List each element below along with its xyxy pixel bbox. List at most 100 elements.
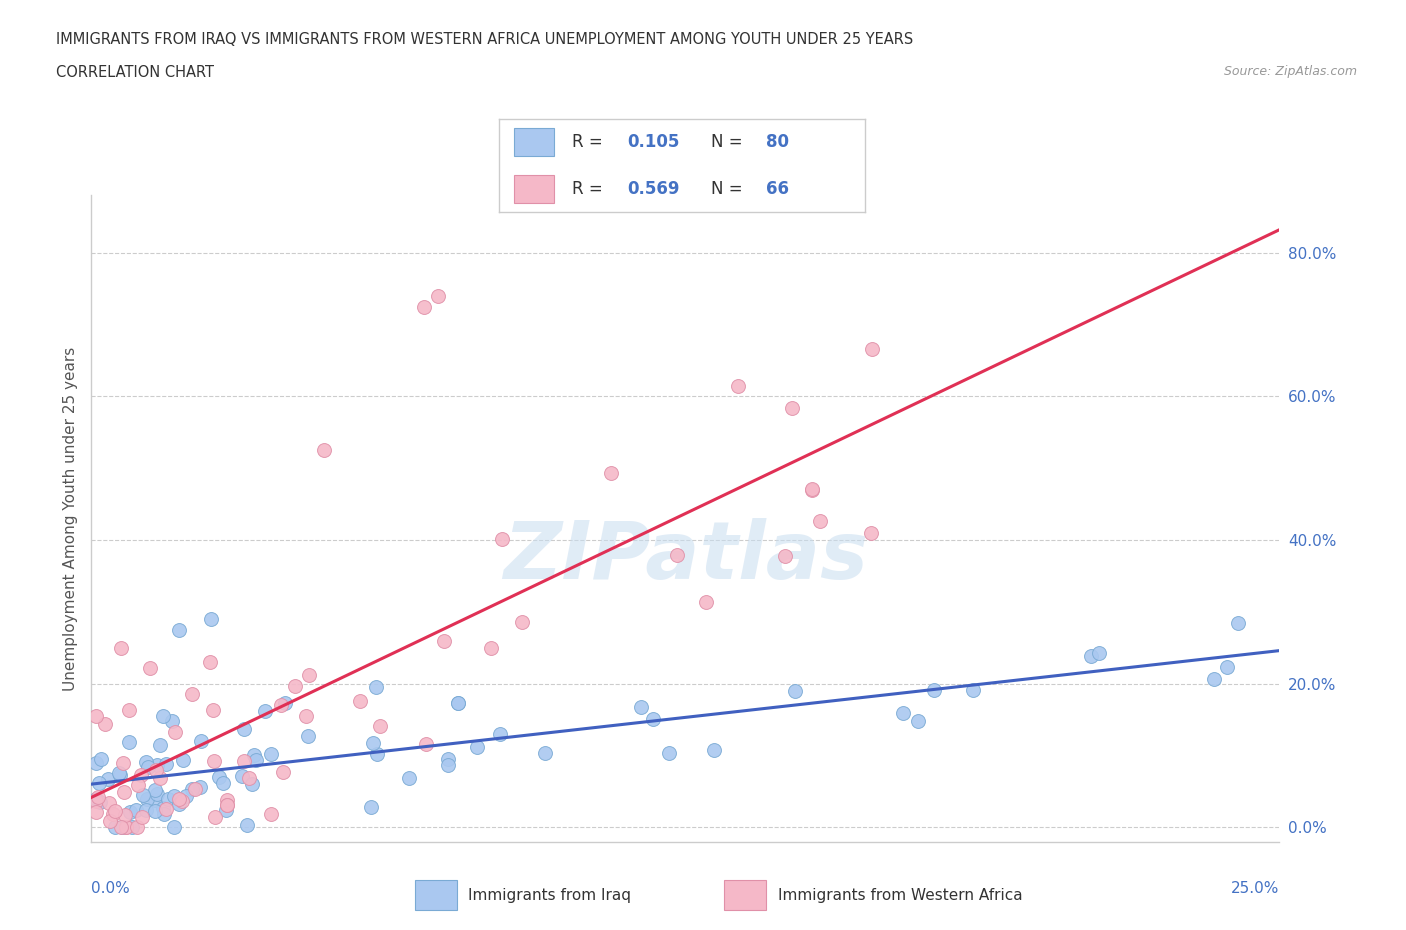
Point <box>84 791 107 806</box>
Point <box>510 615 533 630</box>
Point <box>860 341 883 356</box>
Text: R =: R = <box>572 179 609 198</box>
FancyBboxPatch shape <box>415 880 457 910</box>
Point <box>157 791 180 806</box>
Point <box>155 801 177 816</box>
Point <box>465 739 488 754</box>
Text: Immigrants from Iraq: Immigrants from Iraq <box>468 887 631 903</box>
Text: R =: R = <box>572 133 609 152</box>
Text: 0.0%: 0.0% <box>91 881 131 897</box>
Point <box>131 768 153 783</box>
Point <box>922 682 945 697</box>
Point <box>163 819 186 834</box>
Point <box>107 766 129 781</box>
Point <box>782 401 804 416</box>
Point <box>641 712 664 727</box>
Point <box>115 819 138 834</box>
Point <box>90 752 112 767</box>
FancyBboxPatch shape <box>724 880 766 910</box>
Point <box>190 779 212 794</box>
Point <box>127 777 149 792</box>
Point <box>488 727 510 742</box>
Point <box>181 687 204 702</box>
Point <box>163 788 186 803</box>
Point <box>169 622 191 637</box>
FancyBboxPatch shape <box>513 128 554 156</box>
Point <box>427 288 450 303</box>
Point <box>163 724 186 739</box>
Text: N =: N = <box>711 133 748 152</box>
Point <box>112 785 135 800</box>
Point <box>127 819 149 834</box>
Point <box>297 728 319 743</box>
Point <box>145 763 167 777</box>
Point <box>143 792 166 807</box>
Point <box>135 754 157 769</box>
Point <box>274 696 297 711</box>
Point <box>233 722 256 737</box>
Point <box>190 734 212 749</box>
Point <box>104 804 127 818</box>
Point <box>87 790 110 804</box>
Point <box>138 759 160 774</box>
Point <box>84 755 107 770</box>
Point <box>284 679 307 694</box>
Point <box>231 768 253 783</box>
Text: 25.0%: 25.0% <box>1232 881 1279 897</box>
Point <box>108 767 131 782</box>
Point <box>366 680 388 695</box>
Point <box>114 819 136 834</box>
Point <box>962 682 984 697</box>
Point <box>111 819 134 834</box>
Text: 0.569: 0.569 <box>627 179 679 198</box>
Text: CORRELATION CHART: CORRELATION CHART <box>56 65 214 80</box>
Point <box>270 698 292 712</box>
Point <box>1226 616 1249 631</box>
Point <box>211 776 233 790</box>
Point <box>200 612 222 627</box>
Point <box>153 807 176 822</box>
Point <box>84 709 107 724</box>
Text: ZIPatlas: ZIPatlas <box>503 518 868 596</box>
Point <box>360 799 382 814</box>
Point <box>118 804 141 819</box>
Point <box>260 747 283 762</box>
Point <box>1215 659 1237 674</box>
Text: IMMIGRANTS FROM IRAQ VS IMMIGRANTS FROM WESTERN AFRICA UNEMPLOYMENT AMONG YOUTH : IMMIGRANTS FROM IRAQ VS IMMIGRANTS FROM … <box>56 32 914 46</box>
Point <box>152 801 174 816</box>
Point <box>398 770 420 785</box>
FancyBboxPatch shape <box>513 175 554 203</box>
Text: Source: ZipAtlas.com: Source: ZipAtlas.com <box>1223 65 1357 78</box>
Point <box>172 752 194 767</box>
Point <box>808 513 831 528</box>
Point <box>89 795 111 810</box>
Point <box>727 379 749 393</box>
Point <box>891 706 914 721</box>
Point <box>152 709 174 724</box>
Point <box>236 817 259 832</box>
Point <box>479 641 502 656</box>
Point <box>112 756 135 771</box>
Point <box>121 819 143 834</box>
Point <box>98 813 121 828</box>
Point <box>215 798 238 813</box>
Point <box>204 809 226 824</box>
Point <box>217 798 239 813</box>
Point <box>97 796 120 811</box>
Text: 80: 80 <box>766 133 789 152</box>
Point <box>295 709 318 724</box>
Point <box>433 634 456 649</box>
Point <box>110 819 132 834</box>
Point <box>143 783 166 798</box>
Point <box>243 747 266 762</box>
Point <box>97 772 120 787</box>
Point <box>143 804 166 818</box>
Point <box>801 482 824 497</box>
Point <box>86 794 108 809</box>
Point <box>149 737 172 752</box>
Point <box>149 771 172 786</box>
Point <box>117 734 139 749</box>
Point <box>800 482 823 497</box>
Point <box>665 548 688 563</box>
Point <box>245 752 267 767</box>
